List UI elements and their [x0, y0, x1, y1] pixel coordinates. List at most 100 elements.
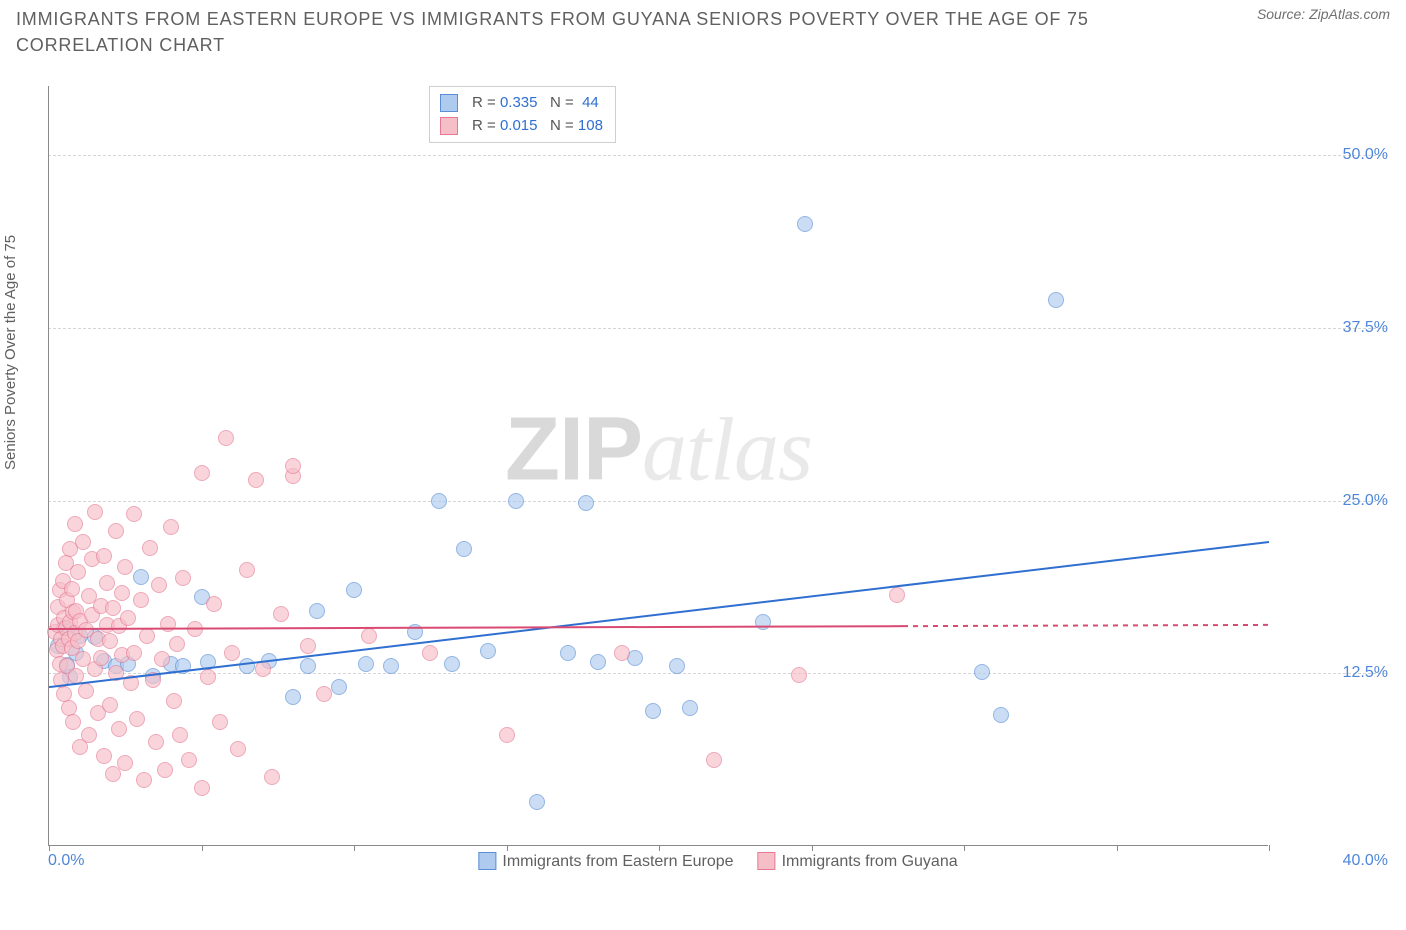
data-point-guyana [105, 600, 121, 616]
x-tick [507, 845, 508, 851]
data-point-eastern_europe [480, 643, 496, 659]
y-axis-label: Seniors Poverty Over the Age of 75 [2, 235, 19, 470]
data-point-eastern_europe [645, 703, 661, 719]
x-tick [964, 845, 965, 851]
x-tick [812, 845, 813, 851]
data-point-guyana [255, 661, 271, 677]
data-point-guyana [81, 727, 97, 743]
data-point-guyana [96, 548, 112, 564]
x-tick [1269, 845, 1270, 851]
data-point-guyana [273, 606, 289, 622]
data-point-guyana [194, 780, 210, 796]
data-point-guyana [181, 752, 197, 768]
data-point-eastern_europe [407, 624, 423, 640]
data-point-guyana [78, 683, 94, 699]
data-point-guyana [169, 636, 185, 652]
data-point-eastern_europe [431, 493, 447, 509]
data-point-eastern_europe [346, 582, 362, 598]
data-point-eastern_europe [529, 794, 545, 810]
data-point-guyana [70, 564, 86, 580]
data-point-guyana [68, 668, 84, 684]
data-point-guyana [175, 570, 191, 586]
data-point-guyana [123, 675, 139, 691]
data-point-guyana [108, 523, 124, 539]
data-point-eastern_europe [560, 645, 576, 661]
data-point-eastern_europe [755, 614, 771, 630]
data-point-guyana [129, 711, 145, 727]
data-point-guyana [75, 534, 91, 550]
stats-row-guyana: R = 0.015 N = 108 [440, 115, 603, 138]
data-point-guyana [166, 693, 182, 709]
data-point-guyana [224, 645, 240, 661]
data-point-guyana [117, 559, 133, 575]
trend-line-guyana-dashed [903, 625, 1269, 626]
data-point-guyana [316, 686, 332, 702]
data-point-eastern_europe [331, 679, 347, 695]
data-point-guyana [212, 714, 228, 730]
data-point-eastern_europe [383, 658, 399, 674]
watermark-atlas: atlas [642, 401, 812, 500]
data-point-guyana [133, 592, 149, 608]
data-point-guyana [160, 616, 176, 632]
data-point-guyana [194, 465, 210, 481]
x-tick [354, 845, 355, 851]
x-max-label: 40.0% [1343, 852, 1388, 870]
data-point-eastern_europe [444, 656, 460, 672]
swatch-icon [758, 852, 776, 870]
data-point-guyana [111, 721, 127, 737]
data-point-guyana [172, 727, 188, 743]
data-point-guyana [139, 628, 155, 644]
data-point-guyana [102, 633, 118, 649]
data-point-guyana [120, 610, 136, 626]
x-tick [1117, 845, 1118, 851]
data-point-guyana [264, 769, 280, 785]
chart-title: IMMIGRANTS FROM EASTERN EUROPE VS IMMIGR… [16, 6, 1166, 58]
data-point-guyana [136, 772, 152, 788]
y-tick-label: 50.0% [1343, 146, 1388, 164]
chart-page: IMMIGRANTS FROM EASTERN EUROPE VS IMMIGR… [0, 0, 1406, 930]
data-point-eastern_europe [175, 658, 191, 674]
source-label: Source: ZipAtlas.com [1257, 6, 1390, 22]
data-point-guyana [614, 645, 630, 661]
data-point-guyana [93, 650, 109, 666]
y-tick-label: 25.0% [1343, 492, 1388, 510]
watermark: ZIPatlas [505, 399, 812, 502]
data-point-guyana [154, 651, 170, 667]
data-point-eastern_europe [669, 658, 685, 674]
x-tick [659, 845, 660, 851]
data-point-guyana [422, 645, 438, 661]
swatch-icon [440, 94, 458, 112]
trend-line-eastern_europe [49, 542, 1269, 687]
trend-lines [49, 86, 1269, 846]
data-point-eastern_europe [590, 654, 606, 670]
data-point-eastern_europe [285, 689, 301, 705]
data-point-guyana [87, 504, 103, 520]
x-axis-row: 0.0% Immigrants from Eastern EuropeImmig… [48, 852, 1388, 876]
legend-item-guyana: Immigrants from Guyana [758, 852, 958, 871]
data-point-eastern_europe [358, 656, 374, 672]
data-point-eastern_europe [508, 493, 524, 509]
data-point-guyana [206, 596, 222, 612]
data-point-guyana [163, 519, 179, 535]
data-point-guyana [65, 714, 81, 730]
data-point-guyana [791, 667, 807, 683]
data-point-guyana [239, 562, 255, 578]
data-point-guyana [248, 472, 264, 488]
swatch-icon [478, 852, 496, 870]
y-tick-label: 37.5% [1343, 319, 1388, 337]
legend-item-eastern_europe: Immigrants from Eastern Europe [478, 852, 733, 871]
x-tick [49, 845, 50, 851]
data-point-eastern_europe [239, 658, 255, 674]
x-tick [202, 845, 203, 851]
plot-area: ZIPatlas R = 0.335 N = 44R = 0.015 N = 1… [48, 86, 1268, 846]
data-point-guyana [300, 638, 316, 654]
data-point-guyana [218, 430, 234, 446]
data-point-guyana [157, 762, 173, 778]
data-point-guyana [187, 621, 203, 637]
data-point-guyana [148, 734, 164, 750]
trend-line-guyana [49, 626, 903, 629]
data-point-eastern_europe [456, 541, 472, 557]
data-point-eastern_europe [133, 569, 149, 585]
stats-legend: R = 0.335 N = 44R = 0.015 N = 108 [429, 86, 616, 143]
series-legend: Immigrants from Eastern Europe Immigrants… [478, 852, 957, 871]
